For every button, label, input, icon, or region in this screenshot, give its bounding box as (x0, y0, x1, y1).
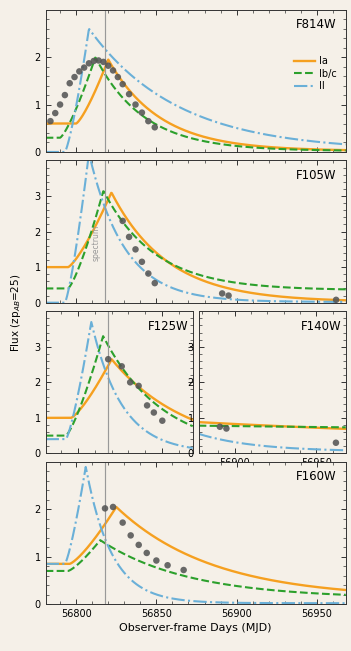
Point (151, 408, 157, 418)
Point (52, 108, 58, 118)
Point (110, 502, 116, 512)
Text: F105W: F105W (296, 169, 337, 182)
Point (102, 503, 108, 514)
Point (159, 415, 165, 426)
Text: spectrum: spectrum (92, 225, 101, 261)
Point (48, 116, 53, 126)
Point (217, 422, 223, 432)
Point (181, 565, 186, 575)
Point (136, 381, 141, 391)
Point (146, 268, 151, 279)
Point (62, 90, 68, 100)
Point (86, 58, 92, 68)
Point (91, 56, 97, 66)
Point (101, 57, 106, 67)
Point (105, 61, 111, 71)
Text: F160W: F160W (296, 471, 337, 484)
Point (126, 232, 132, 242)
Point (144, 400, 150, 411)
Point (165, 560, 170, 570)
Point (133, 244, 138, 255)
Point (152, 122, 158, 133)
Point (226, 290, 231, 301)
Point (119, 361, 125, 372)
Point (333, 437, 339, 448)
X-axis label: Observer-frame Days (MJD): Observer-frame Days (MJD) (119, 623, 272, 633)
Point (81, 62, 87, 73)
Text: Flux (zp$_{AB}$=25): Flux (zp$_{AB}$=25) (9, 273, 23, 352)
Point (133, 100, 138, 110)
Point (126, 89, 132, 100)
Point (57, 100, 63, 110)
Point (333, 295, 339, 305)
Text: F814W: F814W (296, 18, 337, 31)
Point (128, 530, 133, 540)
Legend: Ia, Ib/c, II: Ia, Ib/c, II (290, 53, 341, 95)
Point (136, 540, 141, 550)
Point (224, 423, 229, 434)
Point (96, 55, 101, 66)
Point (146, 116, 151, 126)
Point (152, 278, 158, 288)
Point (153, 555, 159, 566)
Point (120, 215, 125, 226)
Point (139, 256, 145, 267)
Point (139, 107, 145, 118)
Text: F140W: F140W (301, 320, 341, 333)
Point (110, 65, 116, 76)
Point (115, 72, 121, 82)
Point (144, 547, 150, 558)
Point (67, 78, 73, 89)
Point (219, 288, 225, 299)
Text: F125W: F125W (148, 320, 188, 333)
Point (127, 377, 133, 387)
Point (72, 72, 77, 82)
Point (105, 354, 111, 365)
Point (77, 66, 82, 77)
Point (120, 518, 125, 528)
Point (120, 79, 125, 89)
